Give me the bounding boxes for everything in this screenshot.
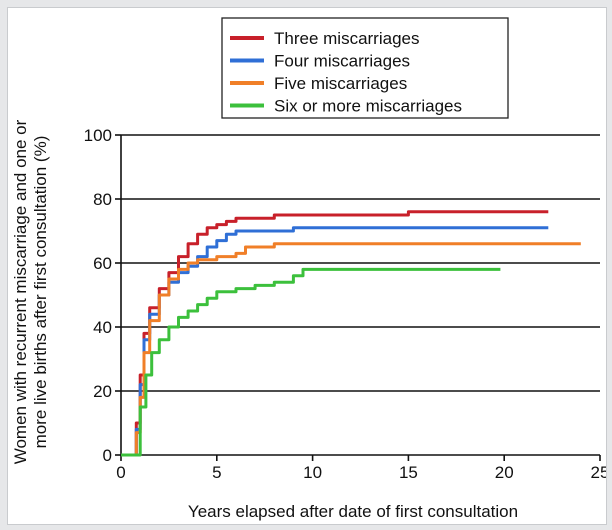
x-tick-label-25: 25 bbox=[591, 463, 606, 482]
y-tick-label-40: 40 bbox=[93, 318, 112, 337]
x-axis-title: Years elapsed after date of first consul… bbox=[188, 502, 518, 521]
legend-label-1: Three miscarriages bbox=[274, 29, 420, 48]
x-tick-label-20: 20 bbox=[495, 463, 514, 482]
legend-label-4: Six or more miscarriages bbox=[274, 97, 462, 116]
x-tick-label-5: 5 bbox=[212, 463, 221, 482]
series-line-3 bbox=[121, 242, 581, 457]
y-axis-title: Women with recurrent miscarriage and one… bbox=[11, 119, 50, 464]
y-tick-label-100: 100 bbox=[84, 126, 112, 145]
y-axis-title-line-2: more live births after first consultatio… bbox=[31, 136, 50, 449]
legend-label-2: Four miscarriages bbox=[274, 52, 410, 71]
legend-label-3: Five miscarriages bbox=[274, 74, 407, 93]
x-tick-labels: 0 5 10 15 20 25 bbox=[116, 463, 606, 482]
x-tick-label-0: 0 bbox=[116, 463, 125, 482]
survival-line-chart: 0 20 40 60 80 100 0 5 10 15 20 25 Years elapsed af… bbox=[11, 17, 606, 521]
legend: Three miscarriages Four miscarriages Five … bbox=[221, 17, 509, 119]
y-tick-label-80: 80 bbox=[93, 190, 112, 209]
series-layer bbox=[121, 210, 581, 457]
y-tick-labels: 0 20 40 60 80 100 bbox=[84, 126, 112, 465]
x-tick-label-10: 10 bbox=[303, 463, 322, 482]
series-line-2 bbox=[121, 226, 549, 457]
legend-box bbox=[221, 17, 509, 119]
series-line-1 bbox=[121, 210, 549, 457]
x-tick-label-15: 15 bbox=[399, 463, 418, 482]
axes bbox=[115, 134, 601, 461]
chart-frame: 0 20 40 60 80 100 0 5 10 15 20 25 Years elapsed af… bbox=[7, 7, 607, 525]
y-axis-title-line-1: Women with recurrent miscarriage and one… bbox=[11, 119, 30, 464]
series-line-4 bbox=[121, 267, 501, 457]
y-tick-label-20: 20 bbox=[93, 382, 112, 401]
y-tick-label-0: 0 bbox=[103, 446, 112, 465]
grid-lines bbox=[121, 134, 600, 392]
y-tick-label-60: 60 bbox=[93, 254, 112, 273]
